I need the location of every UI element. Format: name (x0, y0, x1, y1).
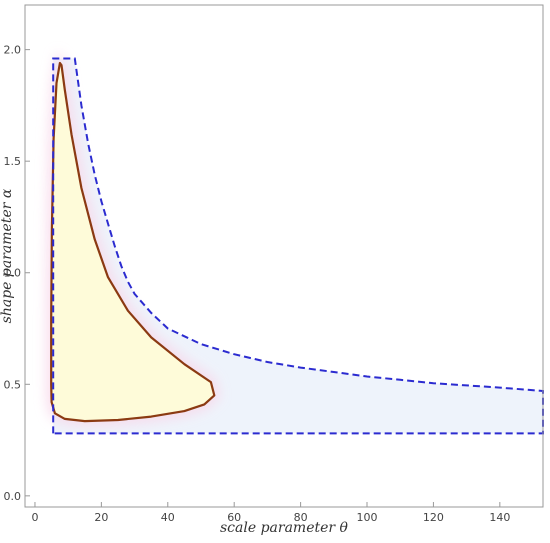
regions-layer (46, 50, 544, 435)
outer-region-fill (53, 58, 543, 434)
x-tick-label: 120 (423, 511, 444, 524)
x-tick-label: 140 (489, 511, 510, 524)
x-axis-ticks: 0 20 40 60 80 100 120 140 (31, 502, 510, 524)
y-tick-label: 2.0 (4, 44, 22, 57)
inner-region-boundary (50, 61, 216, 423)
x-tick-label: 80 (294, 511, 308, 524)
x-tick-label: 100 (357, 511, 378, 524)
x-axis-title: scale parameter θ (220, 520, 349, 536)
outer-region-boundary (52, 57, 544, 435)
x-tick-label: 0 (31, 511, 38, 524)
x-tick-label: 60 (227, 511, 241, 524)
x-tick-label: 20 (94, 511, 108, 524)
y-tick-label: 1.0 (4, 267, 22, 280)
x-tick-label: 40 (161, 511, 175, 524)
y-axis-ticks: 0.0 0.5 1.0 1.5 2.0 (4, 44, 30, 503)
y-axis-title: shape parameter α (0, 188, 15, 323)
y-tick-label: 0.0 (4, 490, 22, 503)
plot-frame (24, 4, 544, 508)
y-tick-label: 1.5 (4, 155, 22, 168)
y-tick-label: 0.5 (4, 378, 22, 391)
